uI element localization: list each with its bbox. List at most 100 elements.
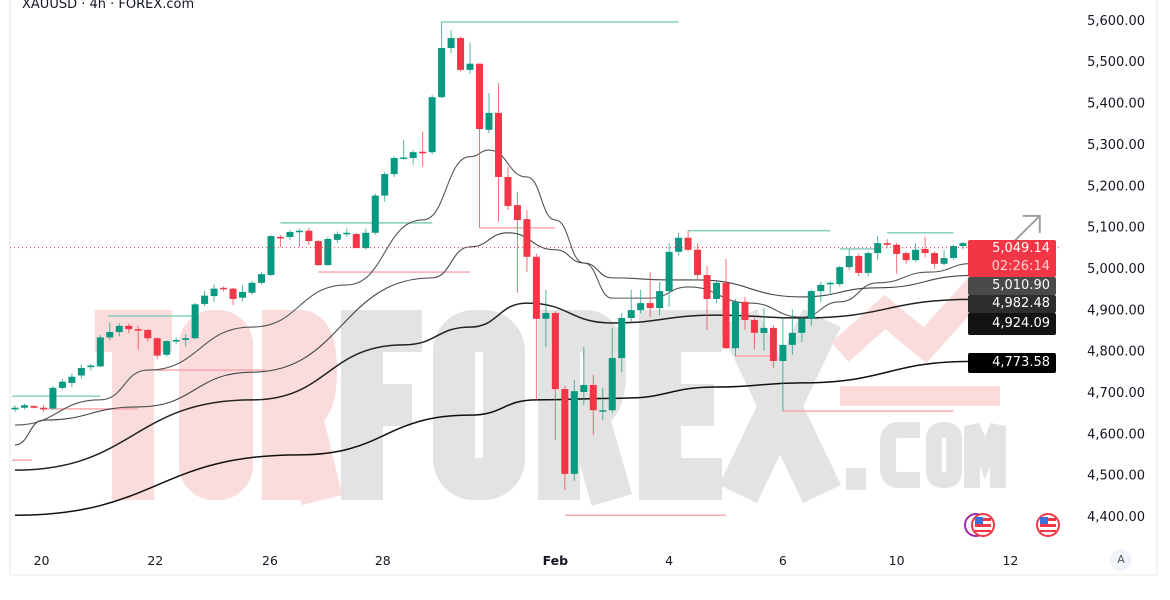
candle — [314, 239, 322, 266]
candle — [343, 228, 351, 237]
candle-body — [476, 63, 484, 130]
candle-body — [959, 243, 967, 247]
candle — [694, 243, 702, 281]
candle-body — [826, 282, 834, 285]
time-axis[interactable]: 20 22 26 28 Feb 4 6 10 12 — [34, 553, 1019, 568]
candle-body — [817, 284, 825, 292]
candle-body — [324, 239, 332, 266]
candle — [419, 131, 427, 167]
candle — [656, 282, 664, 316]
candle-body — [438, 47, 446, 98]
candle-body — [523, 219, 531, 257]
price-tick-label: 5,100.00 — [1087, 221, 1145, 236]
us-flag-icon[interactable] — [1036, 513, 1060, 537]
candle — [494, 83, 502, 223]
candle-body — [30, 406, 38, 408]
candle — [201, 290, 209, 306]
candle — [513, 191, 521, 293]
candle — [49, 386, 57, 410]
time-tick-label: 12 — [1002, 553, 1018, 568]
candle — [466, 42, 474, 74]
watermark-tor — [95, 310, 343, 505]
price-axis[interactable]: 5,600.00 5,500.00 5,400.00 5,300.00 5,200.00… — [1087, 14, 1145, 525]
time-tick-label: Feb — [543, 553, 569, 568]
candle-body — [722, 282, 730, 349]
candle — [153, 337, 161, 359]
price-tick-label: 5,200.00 — [1087, 179, 1145, 194]
event-icons[interactable] — [964, 513, 1060, 537]
candle-body — [428, 97, 436, 153]
candle-body — [343, 232, 351, 235]
candle — [826, 281, 834, 295]
candle — [58, 378, 66, 390]
candle — [68, 373, 76, 388]
moving-average-line-3 — [14, 298, 973, 471]
candle — [286, 229, 294, 240]
candle — [239, 285, 247, 302]
chart-frame — [9, 0, 1158, 576]
candle-body — [305, 230, 313, 242]
candle — [11, 405, 19, 412]
candle — [864, 251, 872, 277]
candle — [893, 243, 901, 274]
price-tick-label: 5,300.00 — [1087, 138, 1145, 153]
candle — [30, 405, 38, 409]
candle-body — [684, 237, 692, 250]
price-tick-label: 5,500.00 — [1087, 55, 1145, 70]
candle-body — [239, 291, 247, 298]
candle — [731, 298, 739, 357]
candle-body — [589, 384, 597, 411]
price-tick-label: 5,400.00 — [1087, 97, 1145, 112]
candle — [476, 63, 484, 228]
candle — [760, 308, 768, 351]
candle-body — [750, 320, 758, 333]
candle — [684, 230, 692, 252]
price-tick-label: 5,600.00 — [1087, 14, 1145, 29]
candle — [267, 234, 275, 277]
candle — [371, 193, 379, 235]
candle — [845, 249, 853, 271]
candle-body — [580, 384, 588, 393]
arrow-head-icon — [1022, 214, 1041, 233]
candle-body — [864, 253, 872, 273]
us-flag-icon[interactable] — [964, 513, 995, 537]
candle — [39, 405, 47, 412]
candle — [248, 281, 256, 295]
overlay — [10, 214, 1060, 265]
ma-badge-2: 4,982.48 — [968, 295, 1056, 313]
time-tick-label: 4 — [665, 553, 673, 568]
candle — [229, 287, 237, 306]
candle-body — [381, 174, 389, 196]
candle — [902, 251, 910, 264]
candle-body — [248, 282, 256, 293]
candle — [409, 150, 417, 165]
candle — [87, 363, 95, 371]
candle-body — [371, 195, 379, 233]
auto-scale-button[interactable]: A — [1110, 549, 1132, 571]
candle-body — [257, 274, 265, 283]
candle — [599, 387, 607, 421]
candle-body — [466, 63, 474, 70]
candle — [20, 403, 28, 410]
price-tick-label: 4,700.00 — [1087, 386, 1145, 401]
candle — [295, 228, 303, 248]
candle-body — [144, 329, 152, 339]
price-tick-label: 4,900.00 — [1087, 303, 1145, 318]
candles — [11, 21, 976, 491]
candle-body — [599, 410, 607, 412]
candle-body — [608, 358, 616, 411]
price-tick-label: 4,800.00 — [1087, 345, 1145, 360]
candle — [580, 346, 588, 406]
candle-body — [694, 249, 702, 275]
candle-body — [779, 344, 787, 361]
candle-body — [713, 282, 721, 299]
candle-body — [409, 152, 417, 158]
candle-body — [637, 303, 645, 311]
candle — [675, 232, 683, 256]
candle — [163, 340, 171, 357]
candle-body — [874, 243, 882, 254]
candle-body — [11, 407, 19, 410]
candle-body — [921, 248, 929, 254]
candle — [836, 265, 844, 287]
